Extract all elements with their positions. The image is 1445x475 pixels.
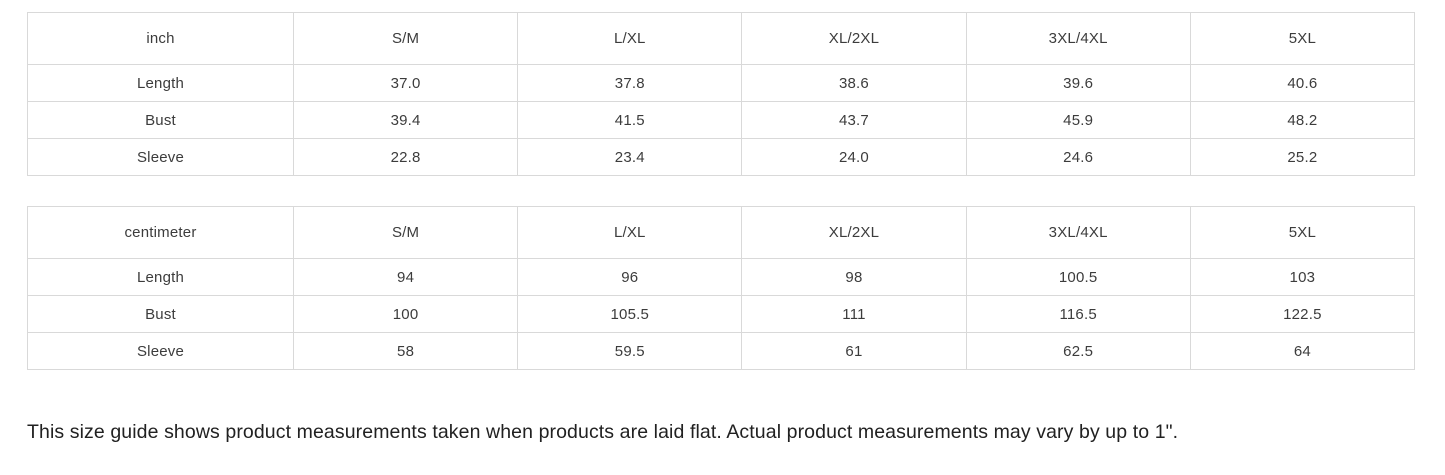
measurement-value-cell: 103 bbox=[1189, 258, 1416, 296]
measurement-value-cell: 100 bbox=[292, 295, 519, 333]
measurement-value-cell: 25.2 bbox=[1189, 138, 1416, 176]
size-column-header: 5XL bbox=[1189, 12, 1416, 65]
unit-label-cell: centimeter bbox=[27, 206, 294, 259]
size-table-inch: inch S/M L/XL XL/2XL 3XL/4XL 5XL Length 37.0 37.… bbox=[27, 12, 1416, 176]
size-tables-container: inch S/M L/XL XL/2XL 3XL/4XL 5XL Length 37.0 37.… bbox=[27, 12, 1416, 370]
size-column-header: S/M bbox=[292, 12, 519, 65]
measurement-value-cell: 39.4 bbox=[292, 101, 519, 139]
measurement-value-cell: 45.9 bbox=[965, 101, 1191, 139]
size-column-header: L/XL bbox=[517, 206, 743, 259]
measurement-value-cell: 23.4 bbox=[517, 138, 743, 176]
table-header-row: inch S/M L/XL XL/2XL 3XL/4XL 5XL bbox=[27, 12, 1416, 65]
measurement-value-cell: 64 bbox=[1189, 332, 1416, 370]
measurement-value-cell: 116.5 bbox=[965, 295, 1191, 333]
table-header-row: centimeter S/M L/XL XL/2XL 3XL/4XL 5XL bbox=[27, 206, 1416, 259]
size-column-header: 5XL bbox=[1189, 206, 1416, 259]
measurement-value-cell: 59.5 bbox=[517, 332, 743, 370]
table-row: Sleeve 58 59.5 61 62.5 64 bbox=[27, 332, 1416, 370]
table-row: Bust 39.4 41.5 43.7 45.9 48.2 bbox=[27, 101, 1416, 139]
size-column-header: S/M bbox=[292, 206, 519, 259]
measurement-value-cell: 37.0 bbox=[292, 64, 519, 102]
measurement-value-cell: 24.0 bbox=[741, 138, 967, 176]
measurement-value-cell: 98 bbox=[741, 258, 967, 296]
measurement-value-cell: 94 bbox=[292, 258, 519, 296]
table-row: Sleeve 22.8 23.4 24.0 24.6 25.2 bbox=[27, 138, 1416, 176]
measurement-value-cell: 105.5 bbox=[517, 295, 743, 333]
measurement-value-cell: 37.8 bbox=[517, 64, 743, 102]
row-label-cell: Bust bbox=[27, 295, 294, 333]
row-label-cell: Sleeve bbox=[27, 138, 294, 176]
size-column-header: XL/2XL bbox=[741, 12, 967, 65]
size-column-header: XL/2XL bbox=[741, 206, 967, 259]
measurement-value-cell: 62.5 bbox=[965, 332, 1191, 370]
measurement-value-cell: 39.6 bbox=[965, 64, 1191, 102]
measurement-value-cell: 24.6 bbox=[965, 138, 1191, 176]
size-table-centimeter: centimeter S/M L/XL XL/2XL 3XL/4XL 5XL Length 9… bbox=[27, 206, 1416, 370]
measurement-value-cell: 40.6 bbox=[1189, 64, 1416, 102]
measurement-value-cell: 111 bbox=[741, 295, 967, 333]
row-label-cell: Bust bbox=[27, 101, 294, 139]
table-row: Length 37.0 37.8 38.6 39.6 40.6 bbox=[27, 64, 1416, 102]
size-column-header: 3XL/4XL bbox=[965, 12, 1191, 65]
measurement-value-cell: 41.5 bbox=[517, 101, 743, 139]
measurement-value-cell: 58 bbox=[292, 332, 519, 370]
row-label-cell: Length bbox=[27, 64, 294, 102]
size-guide-footnote: This size guide shows product measuremen… bbox=[27, 421, 1179, 443]
table-row: Bust 100 105.5 111 116.5 122.5 bbox=[27, 295, 1416, 333]
measurement-value-cell: 22.8 bbox=[292, 138, 519, 176]
row-label-cell: Sleeve bbox=[27, 332, 294, 370]
unit-label-cell: inch bbox=[27, 12, 294, 65]
measurement-value-cell: 48.2 bbox=[1189, 101, 1416, 139]
table-row: Length 94 96 98 100.5 103 bbox=[27, 258, 1416, 296]
measurement-value-cell: 122.5 bbox=[1189, 295, 1416, 333]
measurement-value-cell: 61 bbox=[741, 332, 967, 370]
row-label-cell: Length bbox=[27, 258, 294, 296]
measurement-value-cell: 38.6 bbox=[741, 64, 967, 102]
measurement-value-cell: 100.5 bbox=[965, 258, 1191, 296]
measurement-value-cell: 96 bbox=[517, 258, 743, 296]
size-column-header: 3XL/4XL bbox=[965, 206, 1191, 259]
measurement-value-cell: 43.7 bbox=[741, 101, 967, 139]
size-column-header: L/XL bbox=[517, 12, 743, 65]
